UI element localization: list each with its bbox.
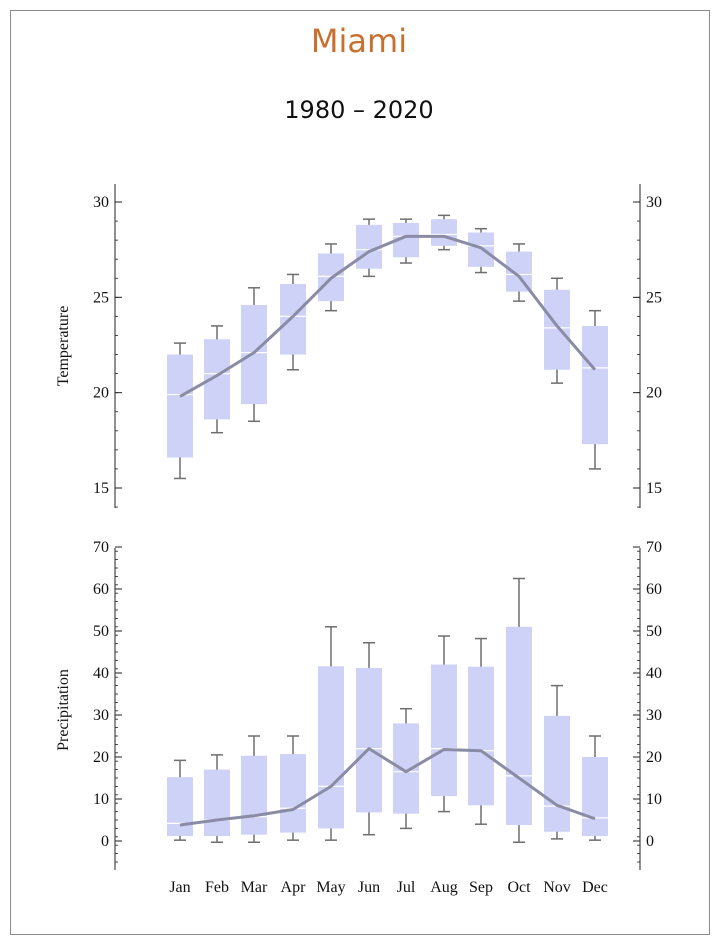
y-axis-label: Precipitation <box>55 669 72 751</box>
y-tick-label-left: 40 <box>93 665 109 682</box>
y-tick-label-right: 60 <box>646 581 662 598</box>
box-nov <box>544 277 570 384</box>
y-tick-label-right: 10 <box>646 791 662 808</box>
x-tick-label: Jan <box>169 879 190 896</box>
box-body <box>167 354 193 458</box>
mean-line <box>179 234 597 398</box>
box-body <box>468 232 494 267</box>
box-body <box>506 251 532 292</box>
y-tick-label-right: 40 <box>646 665 662 682</box>
y-tick-label-left: 25 <box>93 289 109 306</box>
chart-subtitle: 1980 – 2020 <box>284 96 434 124</box>
box-body <box>506 626 532 826</box>
box-jun <box>356 642 382 836</box>
box-body <box>241 755 267 835</box>
box-body <box>280 754 306 833</box>
y-tick-label-right: 20 <box>646 385 662 402</box>
x-tick-label: Jun <box>358 879 380 896</box>
y-tick-label-right: 30 <box>646 194 662 211</box>
box-apr <box>280 735 306 841</box>
box-aug <box>431 214 457 251</box>
box-feb <box>204 754 230 844</box>
box-body <box>582 325 608 445</box>
mean-line <box>179 747 596 827</box>
y-tick-label-left: 60 <box>93 581 109 598</box>
x-tick-label: Aug <box>430 879 458 896</box>
box-dec <box>582 309 608 470</box>
y-tick-label-right: 20 <box>646 749 662 766</box>
x-tick-label: Oct <box>507 879 531 896</box>
box-body <box>431 219 457 246</box>
x-tick-label: May <box>316 879 345 896</box>
x-tick-label: Mar <box>241 879 268 896</box>
box-body <box>241 304 267 405</box>
box-sep <box>468 227 494 274</box>
box-oct <box>506 243 532 302</box>
box-jan <box>167 759 193 841</box>
box-mar <box>241 735 267 844</box>
box-body <box>280 283 306 355</box>
box-body <box>544 715 570 832</box>
box-body <box>582 757 608 836</box>
x-tick-label: Dec <box>582 879 608 896</box>
y-tick-label-right: 30 <box>646 707 662 724</box>
temperature-panel: 15 15 20 20 25 25 30 30 Temperature <box>55 184 662 508</box>
y-tick-label-left: 0 <box>101 833 109 850</box>
y-tick-label-right: 0 <box>646 833 654 850</box>
box-body <box>318 666 344 829</box>
x-tick-label: Nov <box>543 879 571 896</box>
y-tick-label-left: 15 <box>93 480 109 497</box>
box-may <box>318 626 344 841</box>
y-tick-label-left: 20 <box>93 749 109 766</box>
y-tick-label-right: 15 <box>646 480 662 497</box>
box-body <box>544 289 570 370</box>
y-tick-label-left: 50 <box>93 623 109 640</box>
chart-title: Miami <box>310 22 408 60</box>
x-tick-label: Apr <box>281 879 307 896</box>
x-tick-label: Feb <box>205 879 229 896</box>
y-tick-label-left: 10 <box>93 791 109 808</box>
y-tick-label-right: 25 <box>646 289 662 306</box>
box-jan <box>167 342 193 480</box>
box-dec <box>582 735 608 841</box>
box-mar <box>241 287 267 423</box>
box-body <box>393 723 419 814</box>
y-tick-label-left: 30 <box>93 194 109 211</box>
y-tick-label-left: 20 <box>93 385 109 402</box>
y-axis-label: Temperature <box>55 306 72 387</box>
y-tick-label-left: 70 <box>93 539 109 556</box>
box-apr <box>280 273 306 371</box>
x-tick-label: Sep <box>469 879 493 896</box>
x-tick-label: Jul <box>397 879 416 896</box>
y-tick-label-left: 30 <box>93 707 109 724</box>
box-oct <box>506 577 532 844</box>
box-body <box>431 664 457 797</box>
box-sep <box>468 637 494 825</box>
box-nov <box>544 684 570 840</box>
box-body <box>167 777 193 836</box>
y-tick-label-right: 70 <box>646 539 662 556</box>
box-aug <box>431 635 457 813</box>
box-jul <box>393 707 419 830</box>
box-body <box>356 667 382 813</box>
box-body <box>468 666 494 806</box>
box-body <box>204 769 230 836</box>
y-tick-label-right: 50 <box>646 623 662 640</box>
precipitation-panel: 0 0 10 10 20 20 30 30 40 40 50 50 60 60 70 70 Precipitat… <box>55 539 662 896</box>
